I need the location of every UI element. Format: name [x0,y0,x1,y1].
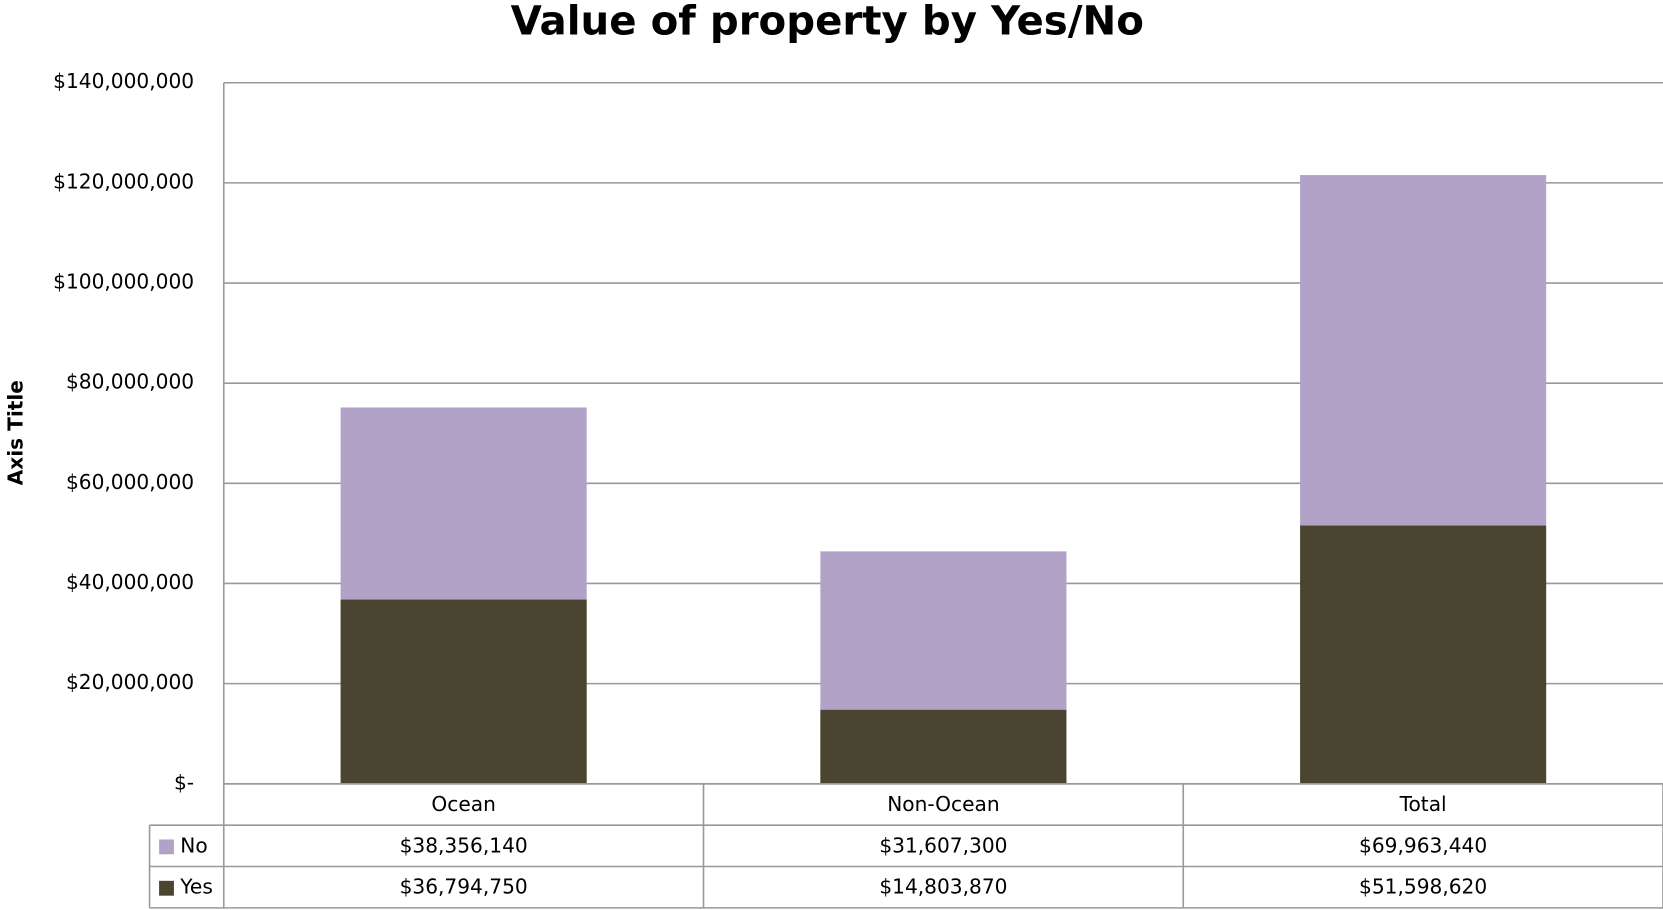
bar-segment [340,599,587,784]
legend-swatch [159,839,174,855]
x-tick-label: Total [1399,792,1447,816]
bar-segment [820,551,1067,710]
y-tick-label: $60,000,000 [66,470,194,494]
bar-segment [340,407,587,600]
y-tick-label: $120,000,000 [53,169,194,193]
bar-segment [1300,525,1547,784]
bar-segment [820,709,1067,784]
data-label: $31,607,300 [879,833,1007,857]
data-label: $69,963,440 [1359,833,1487,857]
chart-title: Value of property by Yes/No [511,0,1144,44]
x-tick-label: Ocean [431,792,495,816]
data-label: $14,803,870 [879,875,1007,899]
legend-swatch [159,880,174,896]
x-tick-label: Non-Ocean [887,792,999,816]
y-tick-label: $- [174,770,194,794]
y-axis-title: Axis Title [3,380,27,485]
y-tick-label: $140,000,000 [53,69,194,93]
data-label: $38,356,140 [400,833,528,857]
legend-label: No [180,833,207,857]
bar-segment [1300,175,1547,526]
data-label: $36,794,750 [400,875,528,899]
y-tick-label: $80,000,000 [66,370,194,394]
y-tick-label: $20,000,000 [66,670,194,694]
data-label: $51,598,620 [1359,875,1487,899]
y-tick-label: $100,000,000 [53,270,194,294]
y-tick-label: $40,000,000 [66,570,194,594]
legend-label: Yes [179,875,213,899]
